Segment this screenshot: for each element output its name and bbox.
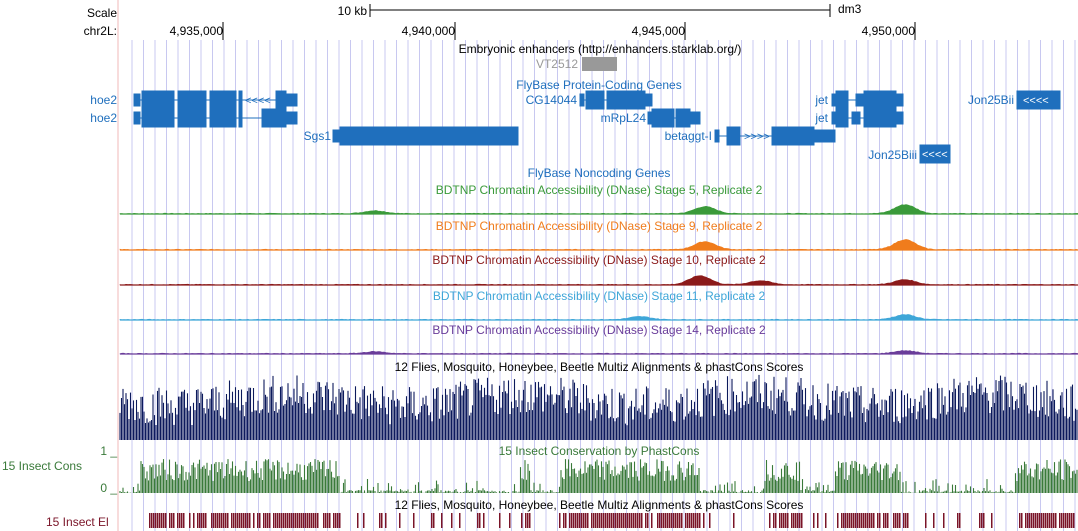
gene-label-sgs1[interactable]: Sgs1 [303,129,331,143]
assembly-label: dm3 [838,2,862,16]
exon [339,126,519,146]
gene-label-betaggt-i[interactable]: betaggt-I [664,129,712,143]
position-label: 4,935,000 [169,24,223,38]
gene-models[interactable]: <<<< [0,0,1078,170]
exon [238,108,243,128]
phastcons-side-label[interactable]: 15 Insect Cons [2,459,83,473]
exon [895,111,904,125]
track-title-enhancers[interactable]: Embryonic enhancers (http://enhancers.st… [458,42,742,56]
strand-arrows: >>>> [744,131,770,143]
strand-arrows: <<<< [1023,95,1049,107]
elements-side-label[interactable]: 15 Insect El [46,515,109,529]
scale-label: Scale [86,6,117,20]
exon [726,126,734,146]
exon [585,90,605,110]
enhancer-item-box[interactable] [582,57,617,71]
exon [851,111,861,125]
track-title-multiz[interactable]: 12 Flies, Mosquito, Honeybee, Beetle Mul… [394,360,804,374]
exon [644,93,653,107]
exon [579,93,585,107]
scale-bar-label: 10 kb [337,4,367,18]
track-title-protein-coding-genes[interactable]: FlyBase Protein-Coding Genes [516,78,682,92]
track-title-dnase-stage9[interactable]: BDTNP Chromatin Accessibility (DNase) St… [435,219,763,233]
exon [133,93,141,107]
exon [651,108,675,128]
exon [895,93,904,107]
gene-label-jet[interactable]: jet [815,93,828,107]
exon [689,111,701,125]
position-label: 4,950,000 [861,24,915,38]
strand-arrows: <<<< [922,149,948,161]
track-title-dnase-stage5[interactable]: BDTNP Chromatin Accessibility (DNase) St… [435,183,763,197]
gene-label-jet[interactable]: jet [815,111,828,125]
exon [714,129,720,143]
enhancer-item-label[interactable]: VT2512 [535,57,578,71]
exon [733,126,741,146]
track-title-phastcons[interactable]: 15 Insect Conservation by PhastCons [498,444,700,458]
exon [133,111,141,125]
gene-label-mrpl24[interactable]: mRpL24 [600,111,646,125]
gene-label-jon25bii[interactable]: Jon25Bii [967,93,1014,107]
gene-label-hoe2[interactable]: hoe2 [90,93,117,107]
track-title-noncoding-genes[interactable]: FlyBase Noncoding Genes [527,166,671,180]
exon [209,108,237,128]
gene-label-hoe2[interactable]: hoe2 [90,111,117,125]
exon [285,111,298,125]
exon [1016,90,1061,110]
exon [285,93,298,107]
strand-arrows: <<<< [245,95,271,107]
exon [177,108,207,128]
ruler [222,4,916,40]
exon [919,144,951,164]
gene-label-jon25biii[interactable]: Jon25Biii [868,148,917,162]
phastcons-y-min: 0 _ [100,481,117,495]
phastcons-y-max: 1 _ [100,444,117,458]
track-title-elements[interactable]: 12 Flies, Mosquito, Honeybee, Beetle Mul… [394,498,804,512]
track-title-dnase-stage10[interactable]: BDTNP Chromatin Accessibility (DNase) St… [432,253,766,267]
position-label: 4,940,000 [401,24,455,38]
exon [141,108,175,128]
exon [835,108,849,128]
chrom-label: chr2L: [83,24,117,38]
exon [813,129,836,143]
track-title-dnase-stage14[interactable]: BDTNP Chromatin Accessibility (DNase) St… [432,323,766,337]
exon [332,129,340,143]
track-title-dnase-stage11[interactable]: BDTNP Chromatin Accessibility (DNase) St… [432,289,766,303]
gene-label-cg14044[interactable]: CG14044 [525,93,577,107]
position-label: 4,945,000 [631,24,685,38]
